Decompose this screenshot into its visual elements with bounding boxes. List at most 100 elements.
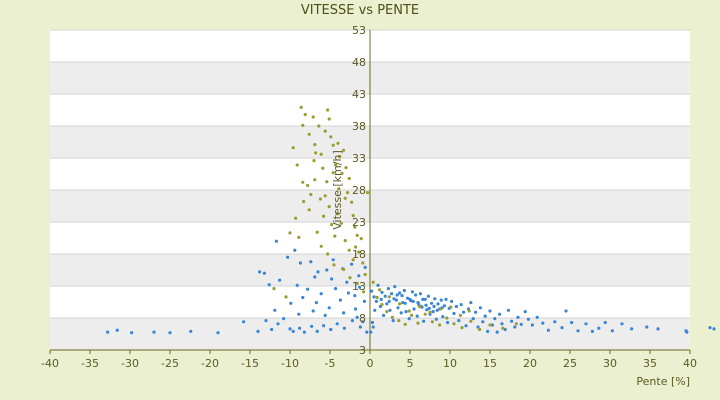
data-point [323,313,327,317]
data-point [106,330,110,334]
y-tick-label: 33 [352,152,366,165]
data-point [460,326,464,330]
data-point [313,178,317,182]
data-point [302,330,306,334]
data-point [327,117,331,121]
y-tick-label: 38 [352,120,366,133]
y-axis-label: Vitesse [km/h] [331,150,344,230]
data-point [309,260,313,264]
data-point [358,285,362,289]
data-point [422,319,426,323]
data-point [342,267,346,271]
data-point [315,329,319,333]
data-point [404,310,408,314]
data-point [459,303,463,307]
data-point [398,291,402,295]
data-point [329,135,333,139]
data-point [335,212,339,216]
data-point [516,315,520,319]
data-point [115,328,119,332]
data-point [374,299,378,303]
data-point [353,294,357,298]
data-point [294,216,298,220]
data-point [362,299,366,303]
data-point [620,322,624,326]
data-point [315,230,319,234]
data-point [189,329,193,333]
data-point [426,294,430,298]
data-point [333,234,337,238]
data-point [530,323,535,327]
x-tick-label: 5 [407,357,414,370]
data-point [342,148,346,152]
data-point [312,159,316,163]
data-point [347,176,351,181]
data-point [331,171,335,175]
data-point [431,310,435,314]
data-point [346,291,350,295]
data-point [403,322,407,326]
data-point [336,141,340,145]
data-point [278,278,282,282]
data-point [355,315,359,319]
data-point [506,308,510,312]
data-point [399,311,403,315]
data-point [318,197,322,201]
data-point [510,319,514,323]
x-tick-label: -10 [281,357,299,370]
data-point [488,323,492,327]
data-point [401,301,405,305]
data-point [326,108,330,112]
y-tick-label: 3 [359,344,366,357]
data-point [469,319,473,323]
data-point [361,261,365,265]
data-point [319,292,323,296]
x-tick-label: 25 [563,357,577,370]
data-point [291,329,295,333]
x-tick-label: -40 [41,357,59,370]
data-point [442,304,446,308]
y-tick-label: 53 [352,24,366,37]
data-point [370,289,374,293]
y-tick-label: 48 [352,56,366,69]
data-point [490,323,494,327]
x-tick-label: -5 [325,357,336,370]
data-point [362,290,366,294]
data-point [306,183,310,188]
data-point [407,317,411,321]
data-point [526,317,531,321]
data-point [302,199,306,204]
data-point [444,297,448,301]
data-point [273,308,277,312]
data-point [410,313,414,317]
data-point [414,293,418,297]
data-point [363,265,367,269]
data-point [350,262,354,266]
data-points [106,105,716,335]
x-tick-label: 20 [523,357,537,370]
data-point [295,163,299,167]
data-point [295,283,299,287]
data-point [369,330,373,334]
data-point [478,306,482,310]
data-point [610,329,615,333]
data-point [500,322,504,326]
data-point [298,326,302,330]
data-point [416,301,420,305]
data-point [276,322,280,326]
data-point [363,272,367,277]
data-point [656,327,660,331]
data-point [289,301,293,305]
data-point [712,327,716,331]
data-point [432,304,436,309]
data-point [458,313,462,317]
data-point [288,327,292,331]
data-point [299,105,303,109]
data-point [327,306,331,310]
data-point [395,293,399,297]
data-point [423,297,427,301]
data-point [338,155,342,159]
data-point [361,320,365,324]
data-point [452,322,456,326]
